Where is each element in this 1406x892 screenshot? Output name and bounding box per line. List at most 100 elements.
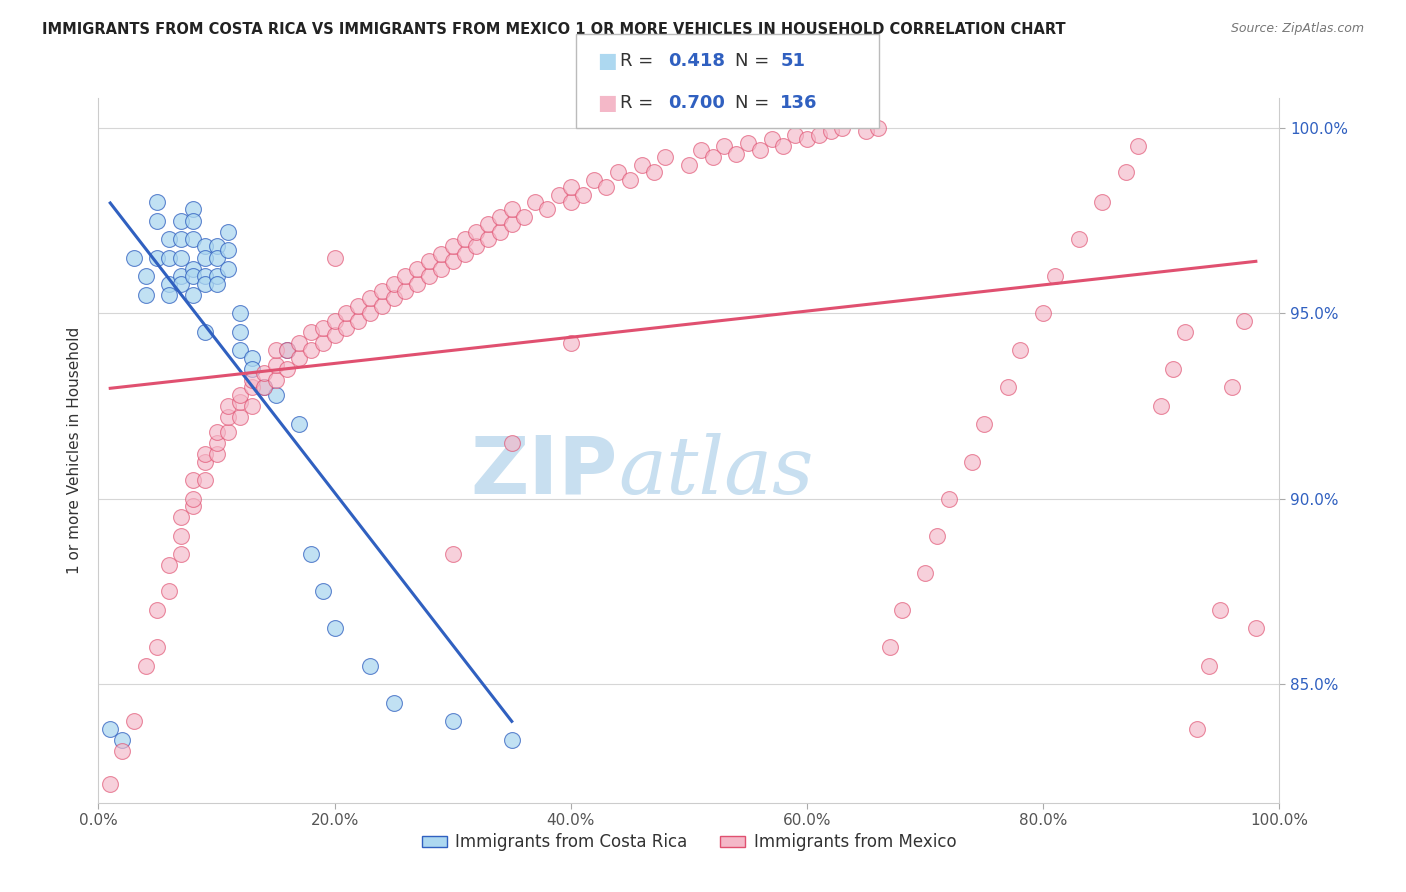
Point [229, 395, 252, 409]
Point [181, 491, 204, 506]
Point [347, 313, 370, 327]
Point [925, 529, 948, 543]
Point [371, 299, 394, 313]
Point [240, 399, 263, 413]
Point [418, 254, 440, 268]
Point [194, 277, 217, 291]
Point [1091, 194, 1114, 209]
Text: Source: ZipAtlas.com: Source: ZipAtlas.com [1230, 22, 1364, 36]
Point [323, 622, 346, 636]
Point [347, 299, 370, 313]
Point [406, 277, 429, 291]
Point [181, 287, 204, 301]
Point [288, 335, 311, 350]
Point [418, 269, 440, 284]
Point [194, 454, 217, 468]
Point [170, 213, 193, 227]
Text: 0.418: 0.418 [668, 52, 725, 70]
Point [122, 251, 145, 265]
Point [962, 454, 984, 468]
Point [181, 232, 204, 246]
Point [312, 321, 335, 335]
Point [323, 313, 346, 327]
Point [264, 373, 287, 387]
Point [772, 139, 794, 153]
Point [359, 292, 381, 306]
Point [879, 640, 901, 654]
Point [157, 558, 180, 573]
Point [678, 158, 700, 172]
Point [253, 380, 276, 394]
Point [430, 261, 453, 276]
Point [146, 640, 169, 654]
Point [1209, 603, 1232, 617]
Point [240, 362, 263, 376]
Point [359, 306, 381, 320]
Point [643, 165, 665, 179]
Point [157, 277, 180, 291]
Point [217, 225, 239, 239]
Point [630, 158, 652, 172]
Point [146, 194, 169, 209]
Point [689, 143, 711, 157]
Point [194, 269, 217, 284]
Point [276, 343, 298, 358]
Point [1043, 269, 1066, 284]
Text: ZIP: ZIP [471, 433, 619, 510]
Point [441, 239, 464, 253]
Point [170, 529, 193, 543]
Point [453, 232, 475, 246]
Point [170, 547, 193, 561]
Point [157, 287, 180, 301]
Text: 51: 51 [780, 52, 806, 70]
Point [748, 143, 770, 157]
Point [465, 225, 488, 239]
Point [323, 328, 346, 343]
Point [725, 146, 748, 161]
Point [406, 261, 429, 276]
Point [477, 217, 499, 231]
Point [713, 139, 735, 153]
Point [205, 269, 228, 284]
Point [323, 251, 346, 265]
Point [240, 373, 263, 387]
Point [194, 473, 217, 487]
Point [548, 187, 571, 202]
Point [1067, 232, 1090, 246]
Point [512, 210, 534, 224]
Point [264, 343, 287, 358]
Point [181, 269, 204, 284]
Point [571, 187, 593, 202]
Text: R =: R = [620, 95, 659, 112]
Point [217, 243, 239, 257]
Point [1115, 165, 1137, 179]
Point [1174, 325, 1197, 339]
Point [98, 777, 121, 791]
Point [702, 151, 724, 165]
Point [560, 335, 582, 350]
Point [1008, 343, 1031, 358]
Point [146, 251, 169, 265]
Point [501, 436, 523, 450]
Point [253, 366, 276, 380]
Point [135, 287, 157, 301]
Point [441, 547, 464, 561]
Point [489, 225, 512, 239]
Point [194, 239, 217, 253]
Point [122, 714, 145, 729]
Point [560, 194, 582, 209]
Point [229, 325, 252, 339]
Point [997, 380, 1019, 394]
Point [299, 343, 322, 358]
Point [1126, 139, 1149, 153]
Point [217, 410, 239, 425]
Point [170, 251, 193, 265]
Point [796, 132, 818, 146]
Point [737, 136, 759, 150]
Point [194, 447, 217, 461]
Point [157, 584, 180, 599]
Point [98, 722, 121, 736]
Point [146, 603, 169, 617]
Point [240, 351, 263, 365]
Point [595, 180, 617, 194]
